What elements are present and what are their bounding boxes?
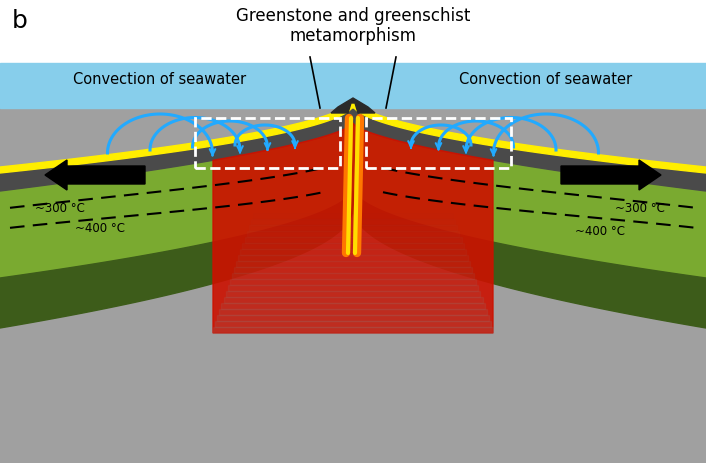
Bar	[195, 119, 340, 169]
Text: ~300 °C: ~300 °C	[615, 202, 665, 215]
Polygon shape	[0, 125, 706, 278]
Bar	[226, 291, 480, 297]
Polygon shape	[0, 103, 706, 174]
Bar	[238, 256, 468, 262]
Bar	[215, 321, 491, 327]
Polygon shape	[0, 192, 706, 328]
Bar	[0, 64, 706, 109]
Bar	[240, 250, 466, 256]
Bar	[251, 219, 455, 225]
Bar	[217, 315, 489, 321]
Bar	[249, 225, 457, 232]
Text: ~400 °C: ~400 °C	[75, 222, 125, 235]
Bar	[229, 279, 477, 285]
Text: ~400 °C: ~400 °C	[575, 225, 625, 238]
FancyArrow shape	[45, 161, 145, 191]
Text: Greenstone and greenschist
metamorphism: Greenstone and greenschist metamorphism	[236, 6, 470, 45]
Bar	[244, 238, 462, 244]
Text: Convection of seawater: Convection of seawater	[460, 71, 633, 86]
Polygon shape	[0, 109, 706, 192]
Bar	[232, 274, 474, 279]
Text: b: b	[12, 9, 28, 33]
Bar	[366, 119, 511, 169]
Polygon shape	[213, 124, 493, 333]
Bar	[213, 327, 493, 333]
Bar	[242, 244, 464, 250]
Bar	[220, 309, 486, 315]
Bar	[224, 297, 482, 303]
Bar	[234, 268, 472, 274]
Polygon shape	[331, 99, 375, 114]
Text: ~300 °C: ~300 °C	[35, 202, 85, 215]
Bar	[253, 213, 453, 219]
Bar	[0, 0, 706, 69]
FancyArrow shape	[561, 161, 661, 191]
Bar	[222, 303, 484, 309]
Bar	[236, 262, 470, 268]
Bar	[246, 232, 460, 238]
Text: Convection of seawater: Convection of seawater	[73, 71, 246, 86]
Bar	[228, 285, 478, 291]
